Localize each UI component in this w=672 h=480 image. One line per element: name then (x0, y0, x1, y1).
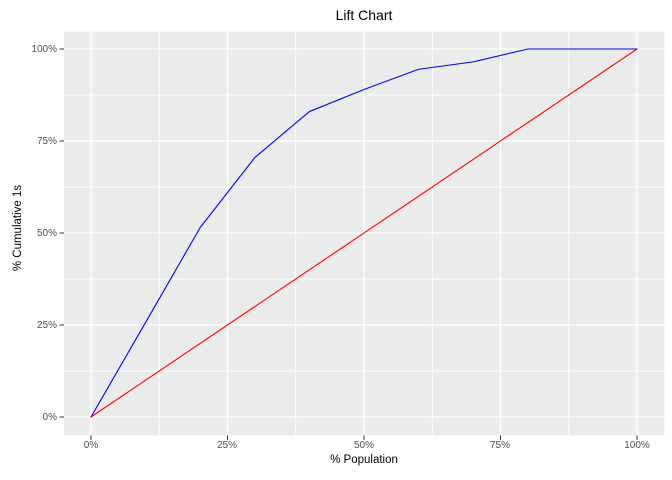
x-tick-label: 25% (216, 440, 237, 451)
x-tick-label: 50% (353, 440, 374, 451)
x-axis-title: % Population (330, 454, 398, 466)
y-tick-label: 25% (36, 320, 57, 331)
y-tick-label: 0% (42, 412, 57, 423)
y-tick-label: 50% (36, 228, 57, 239)
x-tick-label: 100% (624, 440, 650, 451)
y-tick-label: 75% (36, 136, 57, 147)
x-tick-label: 0% (83, 440, 99, 451)
series-line-random_baseline (90, 48, 638, 418)
y-tick-label: 100% (31, 44, 57, 55)
chart-title: Lift Chart (335, 7, 393, 23)
x-tick-label: 75% (489, 440, 510, 451)
series-line-lift_curve (90, 48, 638, 418)
